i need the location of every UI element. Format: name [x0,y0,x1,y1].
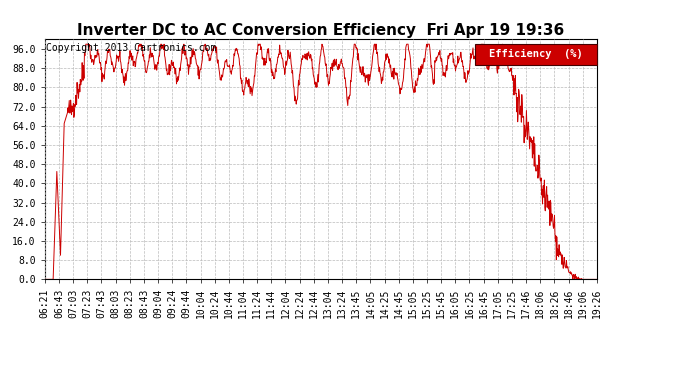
Text: Copyright 2013 Cartronics.com: Copyright 2013 Cartronics.com [46,43,217,53]
Text: Efficiency  (%): Efficiency (%) [489,50,583,59]
FancyBboxPatch shape [475,44,597,64]
Title: Inverter DC to AC Conversion Efficiency  Fri Apr 19 19:36: Inverter DC to AC Conversion Efficiency … [77,23,564,38]
